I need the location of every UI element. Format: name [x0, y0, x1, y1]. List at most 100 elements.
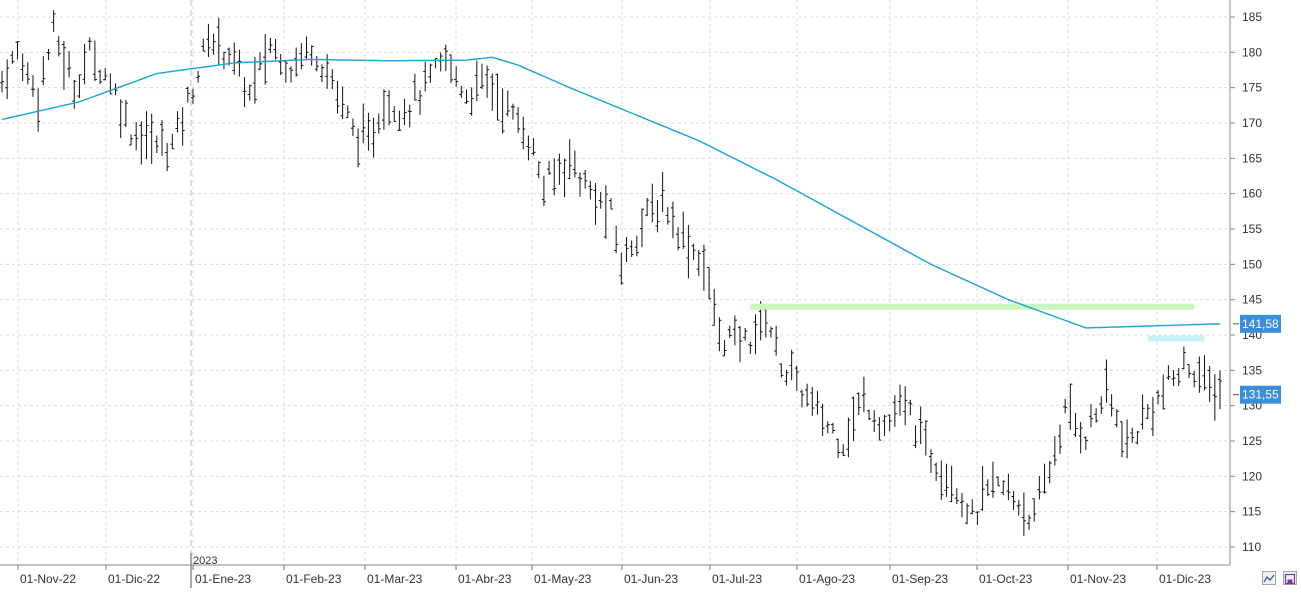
x-tick-label: 01-May-23: [534, 572, 592, 586]
ohlc-bar: [815, 391, 820, 415]
ohlc-bar: [985, 479, 990, 497]
ohlc-bar: [691, 243, 696, 261]
ohlc-bar: [61, 40, 66, 90]
ohlc-bar: [872, 410, 877, 433]
ohlc-bar: [1197, 356, 1202, 393]
ohlc-bar: [892, 395, 897, 427]
ohlc-bar: [356, 128, 361, 168]
ohlc-bar: [1032, 498, 1037, 522]
moving-average-line: [1, 56, 1221, 329]
y-tick-label: 115: [1242, 505, 1261, 519]
ohlc-bar: [846, 417, 851, 458]
ohlc-bar: [1037, 476, 1042, 500]
ohlc-bar: [996, 476, 1001, 487]
ohlc-bar: [547, 160, 552, 175]
ohlc-bar: [330, 69, 335, 90]
ohlc-bar: [676, 227, 681, 251]
ohlc-bar: [768, 326, 773, 338]
ohlc-bar: [578, 172, 583, 197]
ohlc-bar: [660, 172, 665, 213]
ohlc-bar: [738, 325, 743, 363]
ohlc-bar: [572, 150, 577, 178]
ohlc-bar: [959, 492, 964, 518]
ohlc-bar: [1114, 409, 1119, 428]
ohlc-bar: [366, 112, 371, 151]
ohlc-bar: [696, 249, 701, 276]
ohlc-bar: [645, 198, 650, 217]
y-tick-label: 125: [1242, 434, 1262, 448]
ohlc-bar: [1047, 460, 1052, 484]
ohlc-bar: [820, 403, 825, 436]
ohlc-bar: [304, 36, 309, 60]
ohlc-bar: [686, 225, 691, 279]
ohlc-bar: [294, 47, 299, 77]
ohlc-bar: [655, 199, 660, 233]
ohlc-bar: [701, 244, 706, 291]
ohlc-bar: [784, 369, 789, 386]
ohlc-bar: [1001, 480, 1006, 496]
y-tick-label: 150: [1242, 257, 1262, 271]
ohlc-bar: [428, 63, 433, 83]
ohlc-bar: [516, 107, 521, 134]
ohlc-bar: [252, 56, 257, 104]
ohlc-bar: [118, 99, 123, 139]
ohlc-bar: [732, 315, 737, 346]
ohlc-bar: [144, 111, 149, 160]
ohlc-bar: [418, 90, 423, 115]
y-tick-label: 175: [1242, 81, 1262, 95]
wave-icon[interactable]: [1262, 571, 1276, 585]
x-tick-label: 01-Mar-23: [367, 572, 423, 586]
ohlc-bar: [856, 392, 861, 416]
ohlc-bar: [273, 38, 278, 60]
ohlc-bar: [1088, 404, 1093, 428]
ohlc-bar: [41, 56, 46, 86]
ohlc-bar: [908, 399, 913, 416]
ohlc-bar: [242, 77, 247, 108]
ohlc-bar: [779, 363, 784, 378]
ohlc-bar: [1145, 404, 1150, 420]
ohlc-bar: [624, 237, 629, 262]
ohlc-bar: [799, 389, 804, 408]
ohlc-bar: [567, 139, 572, 180]
ohlc-bar: [309, 45, 314, 66]
price-label-box: [1240, 385, 1281, 404]
x-tick-label: 01-Ene-23: [195, 572, 251, 586]
x-tick-label: 01-Oct-23: [979, 572, 1033, 586]
ohlc-bar: [1094, 408, 1099, 423]
ohlc-bar: [129, 134, 134, 146]
ohlc-bar: [774, 325, 779, 356]
ohlc-bar: [464, 89, 469, 104]
ohlc-bar: [154, 135, 159, 154]
ohlc-bar: [1192, 370, 1197, 388]
ohlc-bar: [1218, 370, 1222, 410]
ohlc-bar: [371, 117, 376, 158]
y-tick-label: 135: [1242, 363, 1262, 377]
ohlc-bar: [387, 90, 392, 126]
y-tick-label: 170: [1242, 116, 1262, 130]
ohlc-bar: [1212, 374, 1217, 421]
ohlc-bar: [87, 37, 92, 51]
ohlc-bar: [521, 116, 526, 150]
ohlc-bar: [748, 341, 753, 354]
ohlc-bar: [123, 99, 128, 127]
x-tick-label: 01-Ago-23: [799, 572, 855, 586]
ohlc-bar: [913, 425, 918, 449]
ohlc-bar: [598, 192, 603, 209]
ohlc-bar: [361, 103, 366, 144]
ohlc-bar: [299, 43, 304, 70]
x-tick-label: 01-Jul-23: [712, 572, 762, 586]
ohlc-bar: [1058, 424, 1063, 455]
ohlc-bar: [830, 422, 835, 434]
ohlc-bar: [903, 386, 908, 426]
x-tick-label: 01-Sep-23: [892, 572, 948, 586]
ohlc-bar: [1078, 421, 1083, 454]
ohlc-bar: [603, 185, 608, 239]
ohlc-bar: [56, 36, 61, 57]
y-tick-label: 185: [1242, 10, 1262, 24]
price-label-box: [1240, 314, 1281, 333]
ohlc-bar: [614, 225, 619, 254]
ohlc-bar: [794, 365, 799, 391]
save-icon[interactable]: [1283, 571, 1297, 585]
